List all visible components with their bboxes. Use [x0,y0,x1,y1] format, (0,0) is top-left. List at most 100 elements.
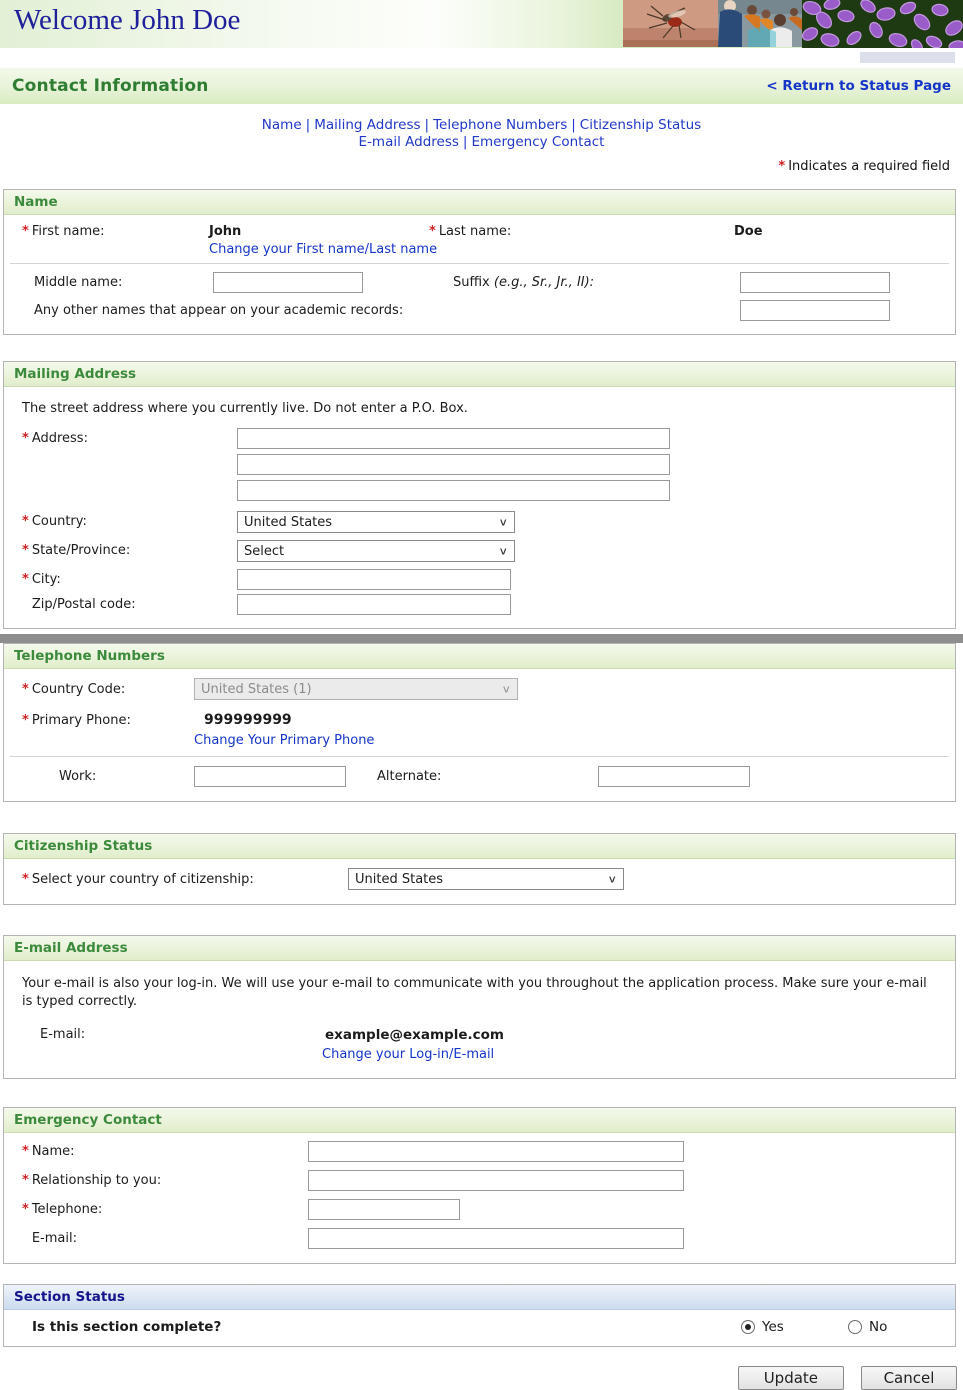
section-nav-row1: Name | Mailing Address | Telephone Numbers | C… [0,117,963,134]
change-primary-phone-link[interactable]: Change Your Primary Phone [194,733,375,748]
alternate-phone-input[interactable] [598,766,750,787]
zip-row: *Zip/Postal code: [4,594,955,628]
required-asterisk: * [22,1202,29,1217]
mosquito-photo [623,0,718,47]
address-line2-input[interactable] [237,454,670,475]
change-name-link[interactable]: Change your First name/Last name [209,242,438,257]
nav-link-email-address[interactable]: E-mail Address [358,134,459,150]
middle-name-label: Middle name: [34,275,123,290]
emergency-relationship-row: * Relationship to you: [4,1162,955,1191]
emergency-telephone-label: Telephone: [31,1202,103,1217]
citizenship-label: Select your country of citizenship: [31,871,254,887]
nav-link-citizenship-status[interactable]: Citizenship Status [579,117,702,133]
top-banner: Welcome John Doe [0,0,963,52]
name-section: Name * First name: John * Last name: Doe C… [3,189,956,335]
other-names-input[interactable] [740,300,890,321]
nav-link-name[interactable]: Name [261,117,302,133]
chevron-down-icon: ∨ [607,873,617,885]
section-complete-question: Is this section complete? [32,1319,222,1335]
emergency-relationship-input[interactable] [308,1170,684,1191]
primary-phone-row: * Primary Phone: 999999999 [4,700,955,728]
cancel-button[interactable]: Cancel [861,1366,957,1390]
last-name-value: Doe [734,224,763,239]
mailing-address-section-header: Mailing Address [4,362,955,387]
mailing-address-description: The street address where you currently l… [22,401,468,416]
address-line3-input[interactable] [237,480,670,501]
radio-option-yes[interactable]: Yes [741,1319,848,1335]
nav-separator: | [305,117,311,133]
country-code-select: United States (1) ∨ [194,678,518,700]
emergency-name-input[interactable] [308,1141,684,1162]
zip-input[interactable] [237,594,511,615]
city-input[interactable] [237,569,511,590]
nav-link-mailing-address[interactable]: Mailing Address [314,117,421,133]
welcome-heading: Welcome John Doe [14,4,241,36]
other-names-row: Any other names that appear on your acad… [4,296,955,334]
nav-link-telephone-numbers[interactable]: Telephone Numbers [433,117,568,133]
frame-divider [0,634,963,643]
update-button[interactable]: Update [737,1366,844,1390]
required-asterisk: * [429,224,436,239]
suffix-hint: (e.g., Sr., Jr., II): [493,275,595,290]
citizenship-status-section: Citizenship Status * Select your country … [3,833,956,905]
required-asterisk: * [22,514,29,529]
telephone-section-divider [10,756,949,757]
banner-substrip [0,48,963,67]
required-asterisk: * [22,572,29,587]
nav-link-emergency-contact[interactable]: Emergency Contact [471,134,605,150]
required-asterisk: * [22,681,29,697]
change-login-email-link[interactable]: Change your Log-in/E-mail [322,1047,495,1062]
nav-separator: | [571,117,576,133]
radio-no-button[interactable] [848,1320,862,1334]
city-row: * City: [4,569,955,594]
country-row: * Country: United States ∨ [4,505,955,540]
emergency-telephone-input[interactable] [308,1199,460,1220]
radio-yes-button[interactable] [741,1320,755,1334]
emergency-email-input[interactable] [308,1228,684,1249]
country-label: Country: [31,514,87,529]
other-names-label: Any other names that appear on your acad… [34,303,404,318]
primary-phone-value: 999999999 [204,712,292,728]
citizenship-country-select[interactable]: United States ∨ [348,868,624,890]
telephone-numbers-section: Telephone Numbers * Country Code: United … [3,643,956,802]
radio-no-label: No [869,1319,888,1335]
emergency-email-label: E-mail: [31,1231,77,1246]
chevron-down-icon: ∨ [498,545,508,557]
return-to-status-link[interactable]: < Return to Status Page [766,78,951,94]
suffix-input[interactable] [740,272,890,293]
emergency-telephone-row: * Telephone: [4,1191,955,1220]
community-photo [718,0,802,47]
work-phone-row: Work: Alternate: [4,757,955,801]
address-line1-input[interactable] [237,428,670,449]
emergency-name-label: Name: [31,1144,75,1159]
page-header-bar: Contact Information < Return to Status P… [0,67,963,104]
address-row: * Address: [4,428,955,505]
state-label: State/Province: [31,543,131,558]
section-nav-row2: E-mail Address | Emergency Contact [0,134,963,151]
required-asterisk: * [22,871,29,887]
state-select[interactable]: Select ∨ [237,540,515,562]
country-select[interactable]: United States ∨ [237,511,515,533]
telephone-numbers-section-header: Telephone Numbers [4,644,955,669]
first-name-label: First name: [31,224,105,239]
country-code-row: * Country Code: United States (1) ∨ [4,669,955,700]
emergency-contact-section-header: Emergency Contact [4,1108,955,1133]
middle-name-input[interactable] [213,272,363,293]
required-asterisk: * [22,431,29,446]
primary-phone-label: Primary Phone: [31,712,131,728]
required-asterisk: * [22,224,29,239]
section-complete-row: Is this section complete? Yes No [4,1310,955,1346]
email-address-section-header: E-mail Address [4,936,955,961]
form-actions: Update Cancel [0,1366,963,1390]
bacteria-photo [802,0,963,52]
radio-option-no[interactable]: No [848,1319,955,1335]
email-address-section: E-mail Address Your e-mail is also your … [3,935,956,1079]
required-asterisk: * [22,712,29,728]
page-title: Contact Information [12,76,209,96]
banner-shadow-strip [860,52,955,63]
work-phone-label: Work: [59,769,97,784]
work-phone-input[interactable] [194,766,346,787]
nav-separator: | [462,134,468,150]
middle-name-row: Middle name: Suffix (e.g., Sr., Jr., II)… [4,264,955,296]
email-row: E-mail: example@example.com [4,1011,955,1043]
